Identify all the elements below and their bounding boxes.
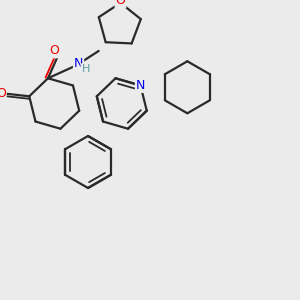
Text: H: H: [81, 64, 90, 74]
Text: N: N: [136, 79, 145, 92]
Text: O: O: [116, 0, 125, 8]
Text: O: O: [50, 44, 59, 57]
Text: N: N: [74, 57, 83, 70]
Text: O: O: [0, 87, 6, 100]
